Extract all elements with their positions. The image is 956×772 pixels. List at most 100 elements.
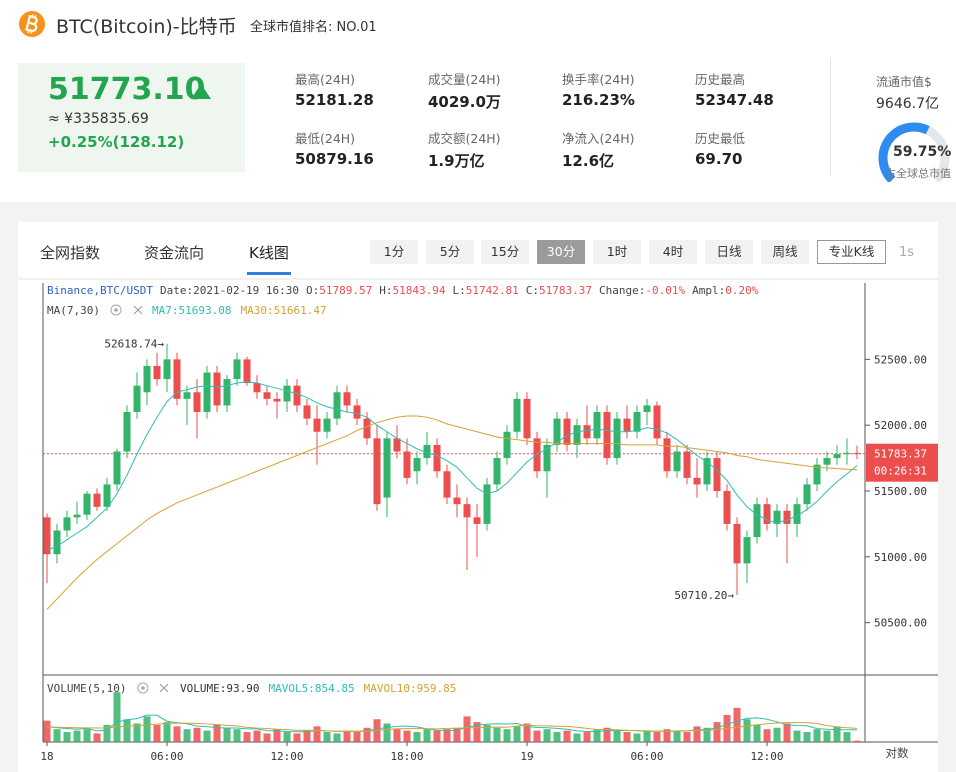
candle-body xyxy=(693,477,701,485)
candle-body xyxy=(43,517,51,555)
volume-bar xyxy=(513,726,521,742)
tab[interactable]: 全网指数 xyxy=(40,244,101,262)
volume-bar xyxy=(603,727,611,742)
volume-bar xyxy=(633,733,641,742)
volume-bar xyxy=(653,732,661,742)
candle-body xyxy=(673,451,681,472)
ma-value: 51661.47 xyxy=(274,304,327,317)
price-change: +0.25%(128.12) xyxy=(48,133,185,151)
volume-legend: VOLUME:93.90 MAVOL5:854.85 MAVOL10:959.85 xyxy=(180,682,456,695)
volume-bar xyxy=(203,730,211,742)
candle-body xyxy=(533,438,541,472)
tab[interactable]: K线图 xyxy=(247,244,291,275)
pro-kline-button[interactable]: 专业K线 xyxy=(817,240,886,264)
low-label: L: xyxy=(453,284,466,297)
interval-button[interactable]: 4时 xyxy=(649,240,697,264)
market-cap-value: 9646.7亿 xyxy=(876,96,939,112)
share-percent: 59.75% xyxy=(893,144,952,160)
volume-bar xyxy=(433,730,441,742)
candle-body xyxy=(403,451,411,478)
candle-body xyxy=(73,514,81,518)
candle-body xyxy=(733,523,741,564)
interval-button[interactable]: 周线 xyxy=(761,240,809,264)
y-tick-label: 50500.00 xyxy=(874,617,927,630)
close-value: 51783.37 xyxy=(539,284,592,297)
stat-label: 换手率(24H) xyxy=(562,72,635,87)
high-value: 51843.94 xyxy=(393,284,446,297)
volume-bar xyxy=(123,719,131,742)
volume-bar xyxy=(703,727,711,742)
tab[interactable]: 资金流向 xyxy=(144,244,205,262)
volume-bar xyxy=(743,719,751,742)
extreme-annotation: 50710.20→ xyxy=(674,589,734,602)
candle-body xyxy=(173,359,181,399)
interval-button[interactable]: 1分 xyxy=(370,240,418,264)
interval-button[interactable]: 1时 xyxy=(593,240,641,264)
candle-body xyxy=(823,458,831,465)
candle-body xyxy=(843,452,851,455)
interval-button[interactable]: 30分 xyxy=(537,240,585,264)
volume-bar xyxy=(183,729,191,742)
candle-body xyxy=(813,464,821,485)
volume-bar xyxy=(833,726,841,742)
stat-label: 净流入(24H) xyxy=(562,131,635,146)
volume-bar xyxy=(713,722,721,742)
volume-bar xyxy=(463,716,471,742)
market-cap-label: 流通市值$ xyxy=(876,75,932,89)
volume-bar xyxy=(693,726,701,742)
candle-body xyxy=(183,392,191,399)
candle-body xyxy=(423,444,431,459)
ampl-value: 0.20% xyxy=(725,284,758,297)
interval-button[interactable]: 15分 xyxy=(481,240,529,264)
candle-body xyxy=(163,359,171,380)
volume-bar xyxy=(343,730,351,742)
change-label: Change: xyxy=(599,284,645,297)
kline-chart: Binance,BTC/USDT Date:2021-02-19 16:30 O:5… xyxy=(18,278,938,763)
x-tick-label: 06:00 xyxy=(150,750,183,763)
ma-icons xyxy=(110,304,143,316)
candle-body xyxy=(413,458,421,472)
up-arrow xyxy=(191,84,211,99)
interval-button[interactable]: 5分 xyxy=(426,240,474,264)
mavol-value: 959.85 xyxy=(417,682,457,695)
mavol-line xyxy=(46,722,858,732)
volume-bar xyxy=(313,726,321,742)
candle-body xyxy=(243,359,251,384)
candle-body xyxy=(443,471,451,498)
last-price-label: 51783.37 xyxy=(874,448,927,461)
log-toggle[interactable]: 对数 xyxy=(886,746,909,760)
refresh-rate[interactable]: 1s xyxy=(899,245,915,260)
stat-label: 成交额(24H) xyxy=(428,131,501,146)
symbol: Binance,BTC/USDT xyxy=(47,284,153,297)
countdown: 00:26:31 xyxy=(874,465,927,478)
y-tick-label: 52000.00 xyxy=(874,419,927,432)
mavol-value: 854.85 xyxy=(315,682,355,695)
volume-bar xyxy=(773,727,781,742)
stat-value: 69.70 xyxy=(695,150,743,168)
candle-body xyxy=(833,454,841,459)
volume-bar xyxy=(43,720,51,742)
volume-bar xyxy=(493,727,501,742)
candle-body xyxy=(503,431,511,459)
candle-body xyxy=(53,530,61,555)
candle-body xyxy=(513,398,521,432)
stat-label: 最低(24H) xyxy=(295,131,356,146)
candle-body xyxy=(743,537,751,564)
candle-body xyxy=(753,504,761,538)
ohlc-info: Binance,BTC/USDT Date:2021-02-19 16:30 O:5… xyxy=(47,284,759,297)
volume-bar xyxy=(403,730,411,742)
candle-body xyxy=(433,444,441,472)
candle-body xyxy=(213,372,221,406)
volume-bar xyxy=(73,730,81,742)
interval-button[interactable]: 日线 xyxy=(705,240,753,264)
high-label: H: xyxy=(379,284,392,297)
candle-body xyxy=(653,405,661,439)
volume-bar xyxy=(153,724,161,742)
chart-card xyxy=(18,222,938,772)
volume-name: VOLUME: xyxy=(180,682,226,695)
volume-bar xyxy=(613,730,621,742)
mavol-name: MAVOL10: xyxy=(364,682,417,695)
volume-bar xyxy=(253,730,261,742)
candle-body xyxy=(853,452,861,454)
